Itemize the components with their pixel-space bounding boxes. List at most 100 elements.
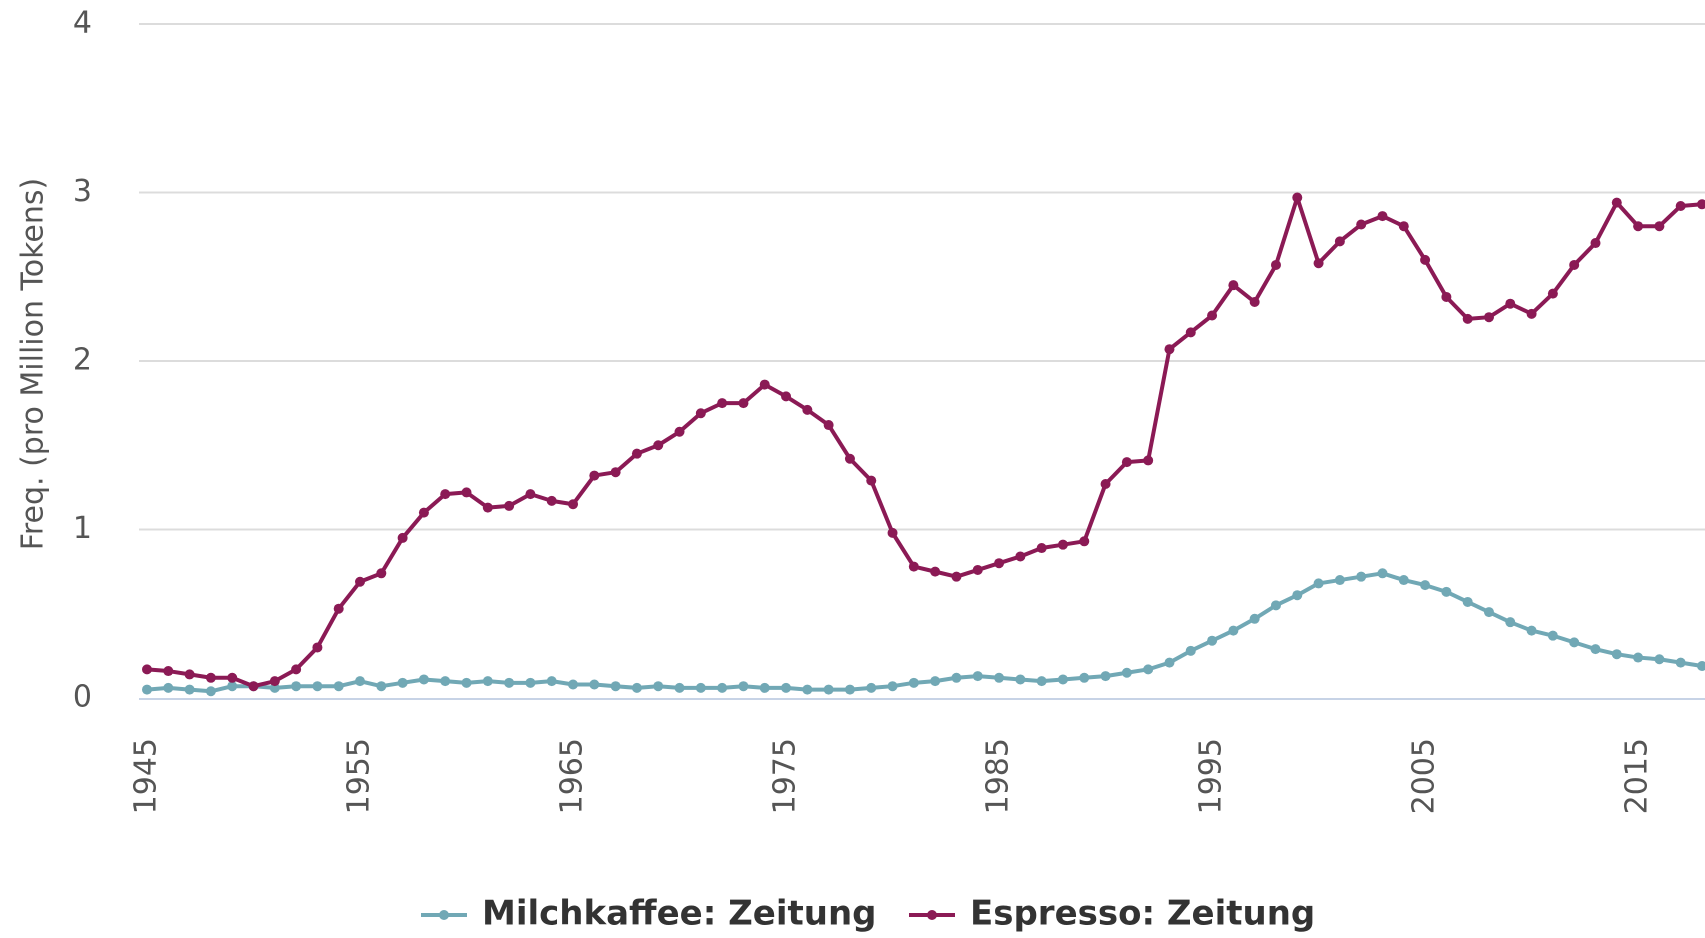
data-point <box>738 398 749 409</box>
data-point <box>1079 536 1090 547</box>
data-point <box>291 681 302 692</box>
x-tick-label: 1975 <box>768 738 803 814</box>
data-point <box>1143 455 1154 466</box>
data-point <box>759 682 770 693</box>
data-point <box>717 398 728 409</box>
data-point <box>1249 297 1260 308</box>
data-point <box>930 566 941 577</box>
data-point <box>674 682 685 693</box>
x-tick-label: 1945 <box>129 738 164 814</box>
data-point <box>355 576 366 587</box>
data-point <box>482 676 493 687</box>
data-point <box>291 664 302 675</box>
data-point <box>461 677 472 688</box>
data-point <box>1185 327 1196 338</box>
x-tick-label: 1995 <box>1194 738 1229 814</box>
data-point <box>1633 221 1644 232</box>
data-point <box>610 681 621 692</box>
data-point <box>610 467 621 478</box>
data-point <box>461 487 472 498</box>
data-point <box>1462 313 1473 324</box>
data-point <box>1143 664 1154 675</box>
data-point <box>994 672 1005 683</box>
data-point <box>1377 211 1388 222</box>
data-point <box>163 666 174 677</box>
data-point <box>205 672 216 683</box>
data-point <box>802 404 813 415</box>
data-point <box>142 664 152 675</box>
data-point <box>887 681 898 692</box>
x-tick-label: 2015 <box>1620 738 1655 814</box>
data-point <box>1207 310 1218 321</box>
legend-item[interactable]: Espresso: Zeitung <box>909 894 1315 934</box>
data-point <box>1270 259 1281 270</box>
data-point <box>1547 630 1558 641</box>
data-point <box>1441 586 1452 597</box>
data-point <box>1611 197 1622 208</box>
data-point <box>1590 644 1601 655</box>
data-point <box>568 679 579 690</box>
data-point <box>1121 457 1132 468</box>
legend-label: Espresso: Zeitung <box>970 894 1315 934</box>
data-point <box>674 426 685 437</box>
data-point <box>1505 298 1516 309</box>
data-point <box>1057 539 1068 550</box>
data-point <box>1675 200 1686 211</box>
data-point <box>1697 660 1705 671</box>
data-point <box>333 681 344 692</box>
data-point <box>1356 219 1367 230</box>
data-point <box>1420 580 1431 591</box>
data-point <box>717 682 728 693</box>
y-tick-label: 3 <box>73 174 92 209</box>
data-point <box>1420 254 1431 265</box>
data-point <box>205 686 216 697</box>
data-point <box>1228 280 1239 291</box>
data-point <box>1015 674 1026 685</box>
data-point <box>695 682 706 693</box>
data-point <box>504 500 515 511</box>
data-point <box>802 684 813 695</box>
data-point <box>1313 258 1324 269</box>
data-point <box>1569 637 1580 648</box>
data-point <box>972 564 983 575</box>
data-point <box>184 684 195 695</box>
data-point <box>440 489 451 500</box>
data-point <box>823 684 834 695</box>
data-point <box>781 682 792 693</box>
data-point <box>1121 667 1132 678</box>
data-point <box>1164 657 1175 668</box>
data-point <box>184 669 195 680</box>
data-point <box>759 379 770 390</box>
data-point <box>972 671 983 682</box>
data-point <box>1228 625 1239 636</box>
data-point <box>568 499 579 510</box>
data-point <box>376 568 387 579</box>
data-point <box>418 674 429 685</box>
data-point <box>631 682 642 693</box>
data-point <box>823 420 834 431</box>
legend-symbol-dot <box>927 910 937 920</box>
data-point <box>951 571 962 582</box>
data-point <box>1611 649 1622 660</box>
data-point <box>1462 596 1473 607</box>
data-point <box>1547 288 1558 299</box>
legend-item[interactable]: Milchkaffee: Zeitung <box>421 894 877 934</box>
data-point <box>504 677 515 688</box>
data-point <box>1100 671 1111 682</box>
data-point <box>525 489 536 500</box>
data-point <box>1334 575 1345 586</box>
data-point <box>1292 590 1303 601</box>
data-point <box>908 561 919 572</box>
data-point <box>418 507 429 518</box>
data-point <box>653 440 664 451</box>
data-point <box>844 684 855 695</box>
y-axis-title: Freq. (pro Million Tokens) <box>16 178 51 550</box>
data-point <box>1377 568 1388 579</box>
data-point <box>355 676 366 687</box>
data-point <box>1654 654 1665 665</box>
data-point <box>589 679 600 690</box>
data-point <box>1079 672 1090 683</box>
data-point <box>1483 312 1494 323</box>
data-point <box>1100 479 1111 490</box>
